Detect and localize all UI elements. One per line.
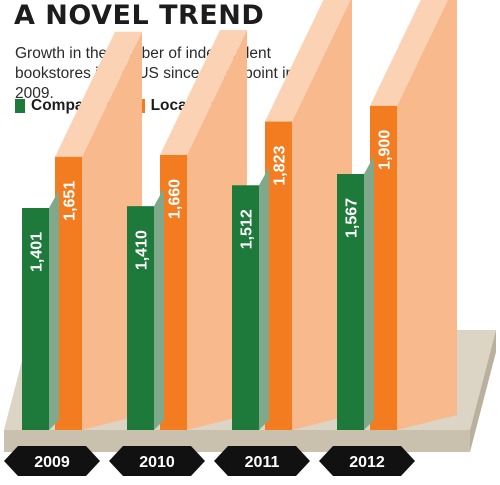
year-badge (109, 446, 205, 476)
bar-companies (127, 206, 154, 430)
chart-title: A NOVEL TREND (14, 0, 265, 31)
year-badge (214, 446, 310, 476)
bar-companies-side (154, 188, 164, 430)
data-label-companies: 1,410 (134, 230, 151, 270)
bar-locations (55, 156, 82, 431)
data-label-locations: 1,651 (62, 181, 79, 221)
data-label-locations: 1,660 (167, 179, 184, 219)
data-label-locations: 1,900 (377, 130, 394, 170)
bar-companies-side (364, 156, 374, 430)
year-badge (319, 446, 415, 476)
bar-locations-top (160, 29, 247, 155)
bar-companies-side (259, 167, 269, 430)
data-label-companies: 1,401 (29, 232, 46, 272)
bar-companies (22, 208, 49, 430)
x-tick-label: 2010 (139, 454, 175, 471)
bar-companies (337, 174, 364, 430)
x-tick-label: 2011 (245, 454, 280, 471)
legend-swatch-companies (15, 99, 25, 113)
platform-side (470, 330, 496, 452)
data-label-locations: 1,823 (272, 145, 289, 185)
bar-companies-side (49, 190, 59, 430)
x-tick-label: 2009 (34, 454, 70, 471)
bar-locations (265, 121, 292, 430)
bar-locations-top (265, 0, 351, 122)
x-tick-label: 2012 (349, 454, 385, 471)
bar-locations-top (55, 31, 142, 157)
data-label-companies: 1,567 (344, 198, 361, 238)
bar-locations (160, 154, 187, 431)
bar-locations-side (397, 0, 457, 430)
bar-locations-top (370, 0, 448, 106)
bar-companies (232, 185, 259, 430)
data-label-companies: 1,512 (239, 209, 256, 249)
year-badge (4, 446, 100, 476)
bar-locations (370, 105, 397, 430)
